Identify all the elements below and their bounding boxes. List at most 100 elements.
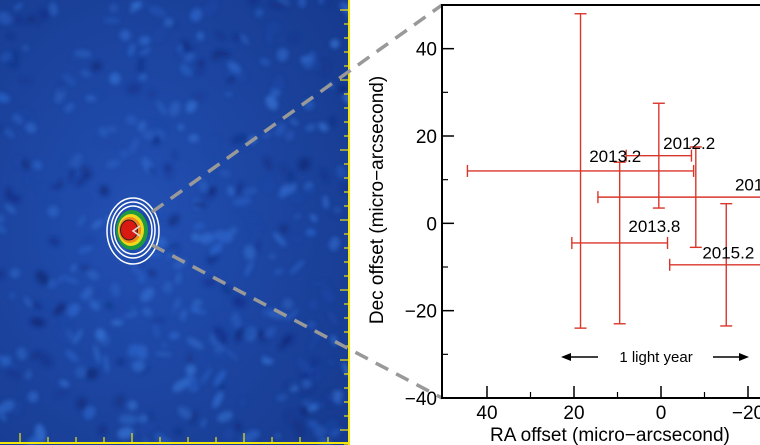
scale-bar-label: 1 light year: [619, 349, 692, 366]
noise-speckle: [191, 92, 206, 103]
noise-speckle: [15, 15, 24, 24]
noise-speckle: [111, 319, 124, 326]
noise-speckle: [309, 50, 317, 63]
noise-speckle: [118, 414, 138, 425]
noise-speckle: [314, 425, 327, 439]
noise-speckle: [25, 122, 37, 134]
noise-speckle: [98, 126, 108, 137]
noise-speckle: [21, 158, 31, 171]
noise-speckle: [201, 233, 215, 243]
noise-speckle: [323, 390, 336, 407]
noise-speckle: [23, 296, 32, 307]
noise-speckle: [0, 92, 10, 103]
noise-speckle: [215, 31, 226, 41]
noise-speckle: [37, 351, 53, 368]
noise-speckle: [80, 234, 97, 245]
noise-speckle: [138, 421, 156, 434]
noise-speckle: [278, 334, 292, 351]
noise-speckle: [255, 239, 261, 254]
noise-speckle: [152, 323, 160, 339]
noise-speckle: [330, 39, 340, 49]
noise-speckle: [273, 232, 287, 247]
noise-speckle: [105, 301, 114, 310]
noise-speckle: [308, 338, 317, 352]
noise-speckle: [279, 224, 289, 234]
noise-speckle: [85, 95, 96, 102]
noise-speckle: [320, 168, 329, 183]
noise-speckle: [93, 91, 103, 99]
noise-speckle: [246, 214, 258, 222]
noise-speckle: [205, 147, 223, 159]
noise-speckle: [235, 206, 249, 216]
noise-speckle: [318, 438, 333, 445]
x-axis-label: RA offset (micro−arcsecond): [490, 425, 730, 445]
noise-speckle: [180, 63, 192, 77]
noise-speckle: [202, 278, 217, 287]
noise-speckle: [285, 130, 295, 141]
noise-speckle: [58, 80, 67, 94]
noise-speckle: [169, 331, 180, 340]
noise-speckle: [9, 268, 21, 279]
y-tick-label: 0: [426, 214, 437, 235]
noise-speckle: [109, 73, 119, 83]
noise-speckle: [327, 310, 339, 326]
epoch-label: 201: [735, 176, 760, 195]
noise-speckle: [80, 69, 91, 78]
noise-speckle: [197, 59, 205, 68]
epoch-label: 2013.2: [589, 147, 641, 166]
noise-speckle: [179, 309, 187, 322]
noise-speckle: [169, 101, 181, 117]
noise-speckle: [152, 135, 161, 146]
noise-speckle: [32, 160, 43, 171]
noise-speckle: [138, 414, 148, 423]
noise-speckle: [8, 291, 16, 300]
noise-speckle: [148, 89, 156, 99]
noise-speckle: [82, 195, 90, 205]
noise-speckle: [215, 312, 229, 321]
noise-speckle: [312, 61, 322, 71]
noise-speckle: [263, 156, 273, 171]
noise-speckle: [9, 363, 18, 370]
noise-speckle: [107, 334, 122, 352]
noise-speckle: [243, 187, 258, 195]
core: [120, 219, 138, 241]
noise-speckle: [103, 354, 109, 374]
noise-speckle: [3, 127, 15, 139]
noise-speckle: [342, 362, 350, 376]
noise-speckle: [0, 126, 7, 132]
noise-speckle: [12, 400, 23, 416]
noise-speckle: [73, 328, 83, 345]
noise-speckle: [168, 214, 180, 227]
noise-speckle: [289, 118, 299, 126]
noise-speckle: [64, 102, 75, 113]
noise-speckle: [307, 420, 318, 428]
noise-speckle: [90, 60, 103, 72]
x-tick-label: 40: [476, 403, 497, 424]
x-axis-ticks: 40 20 0 −20: [476, 386, 760, 424]
noise-speckle: [12, 114, 24, 125]
noise-speckle: [238, 397, 247, 407]
noise-speckle: [235, 181, 244, 197]
noise-speckle: [254, 8, 264, 18]
noise-speckle: [318, 122, 329, 132]
noise-speckle: [310, 281, 329, 286]
noise-speckle: [65, 349, 79, 363]
noise-speckle: [220, 169, 231, 177]
noise-speckle: [174, 427, 183, 437]
noise-speckle: [5, 187, 12, 197]
noise-speckle: [310, 369, 320, 378]
noise-speckle: [156, 128, 165, 140]
noise-speckle: [47, 279, 57, 289]
noise-speckle: [191, 304, 200, 312]
noise-speckle: [54, 388, 70, 398]
noise-speckle: [185, 100, 197, 113]
y-axis-ticks: 40 20 0 −20 −40: [405, 40, 454, 410]
noise-speckle: [43, 199, 58, 207]
zoom-line-top: [150, 3, 444, 214]
noise-speckle: [298, 0, 307, 8]
noise-speckle: [62, 317, 71, 323]
x-tick-label: 0: [656, 403, 667, 424]
noise-speckle: [223, 429, 234, 440]
noise-speckle: [305, 123, 316, 132]
noise-speckle: [249, 232, 261, 244]
